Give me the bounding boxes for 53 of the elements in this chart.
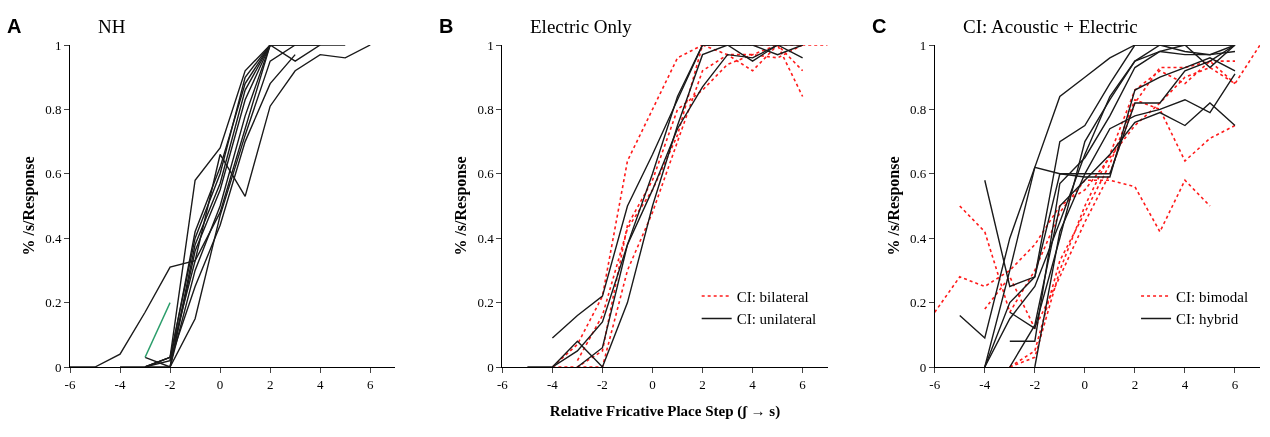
text: C xyxy=(872,15,887,37)
x-tick-label: 6 xyxy=(799,376,807,392)
y-tick-label: 0.8 xyxy=(477,101,494,117)
y-tick-label: 0.6 xyxy=(477,166,495,182)
y-tick-label: 0 xyxy=(54,359,62,375)
y-tick-label: 1 xyxy=(919,37,927,53)
x-tick-label: 2 xyxy=(266,376,274,392)
y-tick-label: 0.4 xyxy=(45,230,62,246)
y-tick-label: 0.6 xyxy=(45,166,62,182)
y-axis-title: % /s/Response xyxy=(20,156,39,256)
x-tick-label: 4 xyxy=(316,376,324,392)
y-tick-label: 0.8 xyxy=(45,101,62,117)
y-tick-label: 0 xyxy=(487,359,494,375)
legend-label: CI: bimodal xyxy=(1176,288,1249,305)
y-tick-label: 0.2 xyxy=(909,295,927,311)
x-tick-label: -4 xyxy=(546,376,559,392)
x-tick-label: 2 xyxy=(1131,376,1139,392)
x-tick-label: 6 xyxy=(367,376,374,392)
text: B xyxy=(439,15,454,37)
y-tick-label: 1 xyxy=(54,37,62,53)
x-tick-label: 4 xyxy=(1181,376,1189,392)
x-axis-title: Relative Fricative Place Step (ʃ → s) xyxy=(549,402,781,420)
x-tick-label: -4 xyxy=(114,376,126,392)
x-tick-label: -2 xyxy=(597,376,608,392)
y-tick-label: 0.4 xyxy=(477,230,495,246)
x-tick-label: -6 xyxy=(64,376,76,392)
y-tick-label: 0.6 xyxy=(909,166,927,182)
legend-label: CI: bilateral xyxy=(736,288,809,305)
y-tick-label: 0.4 xyxy=(909,230,927,246)
x-tick-label: 0 xyxy=(1081,376,1089,392)
x-tick-label: 6 xyxy=(1231,376,1239,392)
legend-label: CI: hybrid xyxy=(1176,311,1239,328)
y-tick-label: 0 xyxy=(919,359,927,375)
chart-title: NH xyxy=(98,16,126,37)
y-axis-title: % /s/Response xyxy=(884,156,903,256)
chart-title: CI: Acoustic + Electric xyxy=(963,16,1138,37)
x-tick-label: -2 xyxy=(1029,376,1041,392)
y-axis-title: % /s/Response xyxy=(452,156,471,256)
x-tick-label: -6 xyxy=(496,376,509,392)
x-tick-label: -6 xyxy=(929,376,941,392)
x-tick-label: -2 xyxy=(164,376,176,392)
x-tick-label: 0 xyxy=(216,376,224,392)
legend-label: CI: unilateral xyxy=(736,311,817,328)
y-tick-label: 0.2 xyxy=(477,295,494,311)
x-tick-label: 2 xyxy=(699,376,706,392)
y-tick-label: 0.2 xyxy=(45,295,62,311)
x-tick-label: 0 xyxy=(649,376,656,392)
x-tick-label: -4 xyxy=(979,376,991,392)
x-tick-label: 4 xyxy=(749,376,757,392)
chart-title: Electric Only xyxy=(530,16,633,37)
y-tick-label: 1 xyxy=(487,37,494,53)
y-tick-label: 0.8 xyxy=(909,101,927,117)
text: A xyxy=(7,15,22,37)
